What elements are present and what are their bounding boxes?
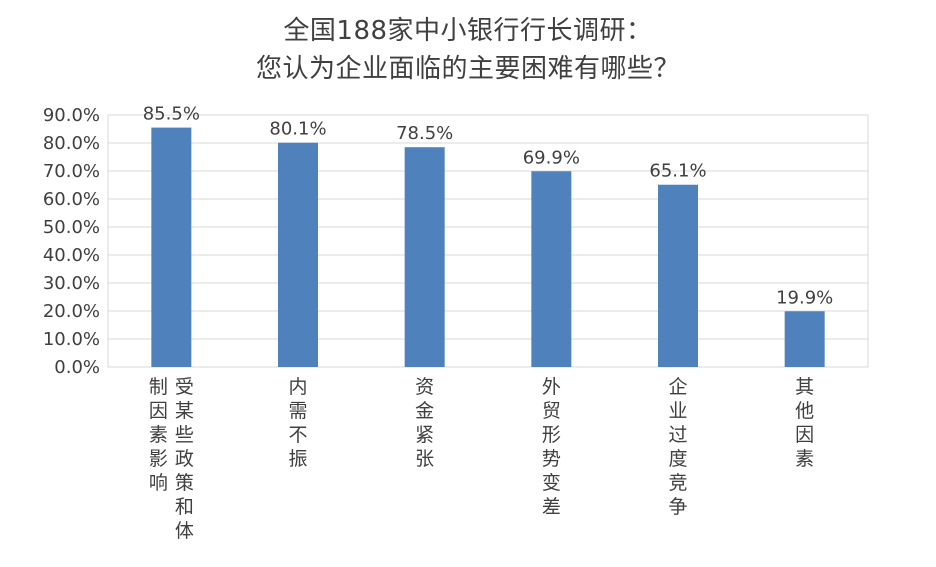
bar	[404, 147, 445, 367]
bar	[531, 171, 572, 367]
y-tick-label: 0.0%	[54, 357, 100, 378]
y-tick-label: 90.0%	[43, 105, 100, 126]
x-category-label: 受某些政策和体	[175, 376, 194, 542]
y-tick-label: 30.0%	[43, 273, 100, 294]
y-tick-label: 10.0%	[43, 329, 100, 350]
y-tick-label: 40.0%	[43, 245, 100, 266]
data-label: 65.1%	[649, 161, 706, 182]
y-tick-label: 70.0%	[43, 161, 100, 182]
data-label: 69.9%	[523, 147, 580, 168]
x-category-label: 企业过度竞争	[668, 376, 687, 518]
x-category-label: 制因素影响	[149, 376, 168, 494]
chart-title-line-2: 您认为企业面临的主要困难有哪些？	[255, 54, 680, 84]
plot-area-border	[107, 114, 869, 368]
y-tick-label: 20.0%	[43, 301, 100, 322]
bar	[278, 142, 318, 367]
data-label: 80.1%	[269, 119, 326, 140]
data-label: 78.5%	[396, 123, 453, 144]
y-tick-label: 50.0%	[43, 217, 100, 238]
y-tick-label: 80.0%	[43, 133, 100, 154]
x-category-label: 其他因素	[795, 376, 814, 470]
bar	[151, 127, 192, 367]
data-label: 19.9%	[776, 287, 833, 308]
bar	[658, 184, 698, 367]
x-category-label: 资金紧张	[415, 376, 434, 470]
data-label: 85.5%	[143, 104, 200, 125]
y-tick-label: 60.0%	[43, 189, 100, 210]
x-category-label: 内需不振	[288, 376, 307, 470]
chart-title-line-1: 全国188家中小银行行长调研：	[283, 16, 653, 46]
bar	[784, 311, 825, 367]
x-category-label: 外贸形势变差	[542, 376, 561, 518]
